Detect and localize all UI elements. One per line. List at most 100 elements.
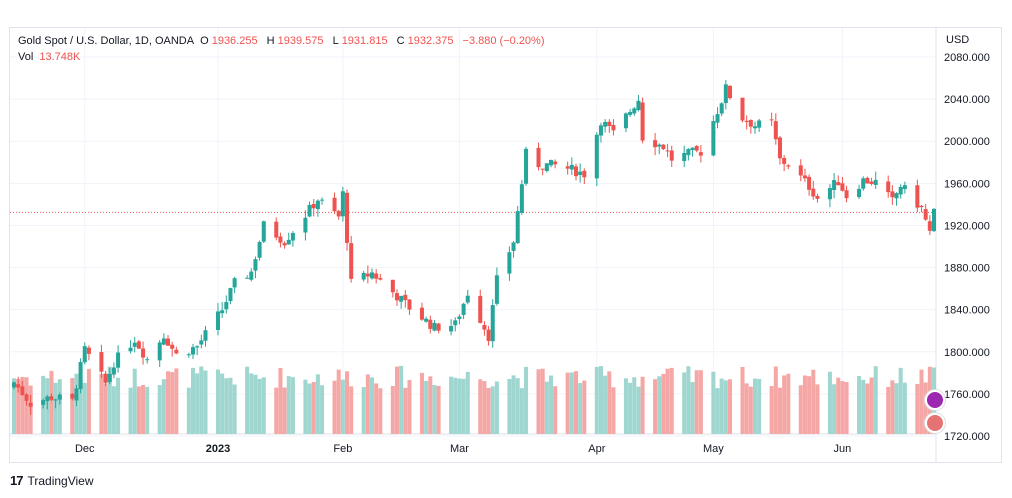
volume-bar (57, 379, 62, 434)
volume-bar (132, 368, 137, 434)
candle-body (224, 302, 229, 310)
x-tick-label: Mar (450, 443, 469, 455)
volume-bar (873, 366, 878, 434)
volume-bar (807, 376, 812, 434)
y-tick-label: 1720.000 (944, 431, 990, 443)
volume-bar (827, 371, 832, 434)
candle-body (869, 181, 874, 184)
volume-bar (890, 380, 895, 434)
candle-body (340, 191, 345, 217)
candle-body (698, 152, 703, 156)
volume-bar (840, 381, 845, 434)
volume-bar (432, 385, 437, 434)
candle-body (623, 113, 628, 129)
candle-body (424, 318, 429, 322)
volume-bar (249, 373, 254, 434)
candle-body (628, 111, 633, 115)
volume-bar (565, 372, 570, 434)
candle-body (190, 347, 196, 355)
x-tick-label: Feb (333, 443, 352, 455)
candle-body (711, 121, 716, 156)
candle-body (786, 165, 791, 167)
volume-bar (320, 385, 325, 434)
candle-body (594, 134, 599, 179)
volume-bar (253, 374, 258, 434)
volume-bar (103, 383, 108, 434)
chart-frame[interactable]: 1720.000 1760.000 1800.000 1840.000 1880.000… (9, 27, 1002, 463)
candle-body (11, 382, 17, 388)
candle-body (461, 303, 466, 315)
volume-bar (865, 383, 870, 434)
volume-bar (303, 379, 308, 434)
candle-body (777, 137, 782, 159)
volume-bar (915, 384, 920, 434)
volume-legend: Vol 13.748K (18, 51, 83, 63)
candle-body (898, 187, 903, 195)
volume-bar (478, 379, 483, 434)
candle-body (832, 180, 837, 191)
volume-bar (349, 386, 354, 434)
chart-canvas[interactable]: 1720.000 1760.000 1800.000 1840.000 1880.000… (10, 28, 1001, 462)
volume-bar (215, 369, 220, 434)
volume-bar (365, 374, 370, 434)
candle-body (394, 293, 399, 301)
low-label: L (332, 35, 339, 47)
x-tick-label: Apr (588, 443, 605, 455)
candle-body (873, 179, 878, 185)
volume-bar (465, 371, 470, 434)
candle-body (103, 373, 108, 383)
candle-body (307, 204, 312, 217)
candle-body (215, 311, 220, 330)
volume-bar (869, 377, 874, 434)
candle-body (107, 373, 112, 383)
volume-bar (141, 384, 146, 434)
candle-body (519, 184, 524, 213)
volume-bar (607, 371, 612, 434)
volume-bar (844, 381, 849, 434)
high-label: H (266, 35, 275, 47)
volume-bar (603, 375, 608, 434)
candle-body (332, 197, 337, 212)
close-label: C (396, 35, 405, 47)
volume-bar (369, 377, 375, 434)
volume-bar (690, 381, 695, 434)
y-tick-label: 2040.000 (944, 94, 990, 106)
candle-body (278, 236, 283, 243)
candle-body (890, 191, 895, 198)
candle-body (82, 346, 87, 363)
brand-name: TradingView (27, 473, 94, 488)
candle-body (740, 97, 745, 121)
volume-bar (536, 369, 541, 434)
candle-body (657, 144, 662, 147)
candle-body (719, 103, 724, 114)
volume-bar (53, 382, 58, 434)
volume-bar (544, 381, 549, 434)
calendar-icon[interactable] (925, 413, 945, 433)
volume-bar (549, 375, 554, 434)
candle-body (390, 279, 395, 293)
volume-bar (399, 365, 404, 434)
volume-bar (686, 366, 691, 434)
volume-bar (857, 376, 862, 434)
candle-body (807, 176, 812, 190)
candle-body (220, 310, 225, 314)
candle-body (53, 399, 58, 401)
candle-body (728, 85, 733, 99)
volume-bar (278, 367, 283, 434)
volume-bar (636, 386, 641, 434)
candle-body (549, 159, 554, 166)
candle-body (490, 305, 495, 342)
candle-body (686, 149, 691, 156)
high-value: 1939.575 (277, 35, 324, 47)
candle-body (457, 316, 462, 320)
volume-bar (661, 373, 666, 434)
volume-bar (161, 379, 166, 434)
tradingview-brand[interactable]: 17 TradingView (10, 473, 94, 488)
volume-bar (16, 379, 21, 434)
candle-body (769, 119, 774, 121)
volume-bar (419, 372, 424, 434)
lightning-icon[interactable] (925, 390, 945, 410)
candle-body (45, 396, 50, 402)
candle-body (232, 278, 237, 288)
candle-body (286, 239, 291, 245)
